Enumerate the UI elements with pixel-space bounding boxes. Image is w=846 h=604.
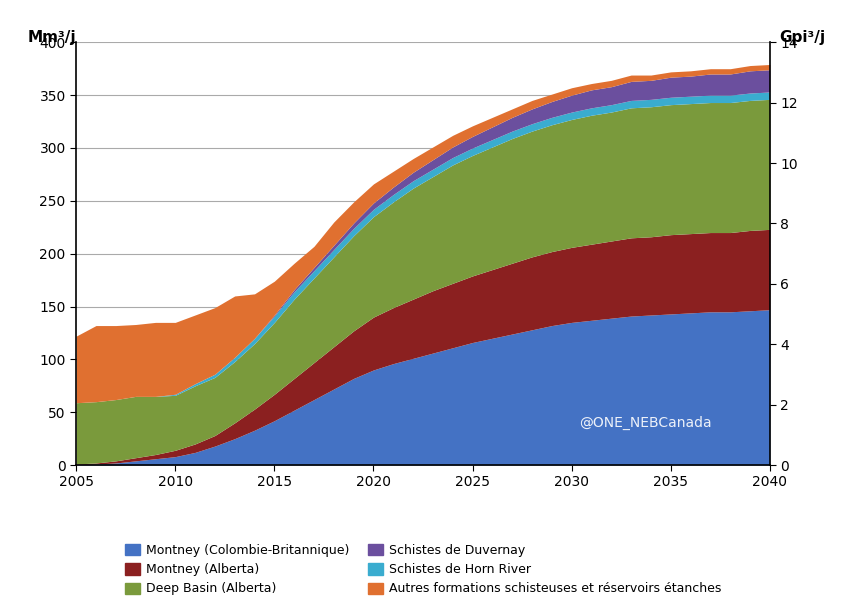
Text: Mm³/j: Mm³/j: [28, 30, 76, 45]
Legend: Montney (Colombie-Britannique), Montney (Alberta), Deep Basin (Alberta), Schiste: Montney (Colombie-Britannique), Montney …: [119, 539, 727, 600]
Text: Gpi³/j: Gpi³/j: [779, 30, 826, 45]
Text: @ONE_NEBCanada: @ONE_NEBCanada: [579, 416, 711, 430]
